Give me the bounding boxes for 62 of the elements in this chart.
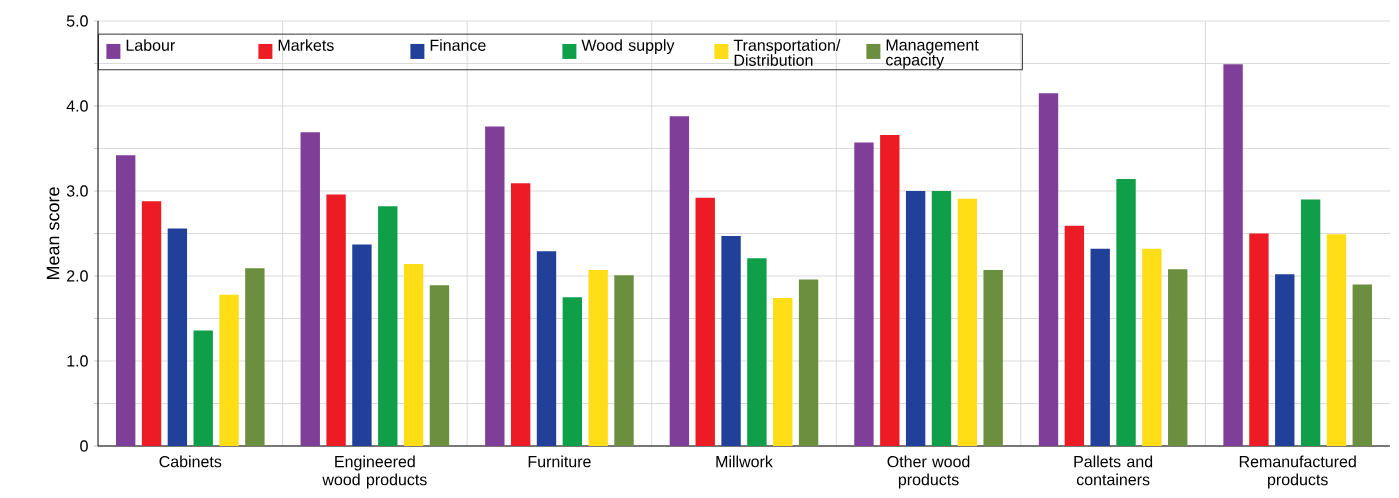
y-tick-label: 3.0 xyxy=(66,185,88,197)
bar xyxy=(193,330,213,446)
x-tick-label: Other wood products xyxy=(887,455,970,489)
bar xyxy=(326,194,346,446)
bar xyxy=(1038,93,1059,446)
y-axis-title: Mean score xyxy=(46,187,60,280)
bar xyxy=(352,244,372,446)
legend-label: Transportation/ Distribution xyxy=(733,39,841,66)
bar xyxy=(378,206,398,446)
y-tick-label: 4.0 xyxy=(66,100,88,112)
bar xyxy=(1064,225,1085,446)
bar xyxy=(167,228,188,446)
y-tick-label: 1.0 xyxy=(67,355,88,367)
bar xyxy=(141,201,162,446)
bar xyxy=(931,191,952,446)
legend-label: Finance xyxy=(430,39,486,51)
bar xyxy=(957,198,977,446)
bar xyxy=(798,279,819,446)
bar xyxy=(721,236,741,446)
bar xyxy=(1168,269,1188,446)
bar xyxy=(1223,64,1243,446)
bar xyxy=(983,270,1003,446)
legend-label: Labour xyxy=(126,39,175,51)
bar xyxy=(403,264,424,446)
bar xyxy=(669,116,690,446)
bar xyxy=(1249,233,1269,446)
legend-label: Management capacity xyxy=(886,39,979,69)
bar xyxy=(854,142,874,446)
bar xyxy=(1116,179,1136,446)
bar xyxy=(747,258,767,446)
bar xyxy=(695,197,715,446)
bar xyxy=(588,270,608,446)
y-tick-label: 2.0 xyxy=(67,270,88,282)
bar xyxy=(429,285,450,446)
legend-label: Wood supply xyxy=(581,39,675,55)
bar xyxy=(219,294,239,446)
y-tick-label: 5.0 xyxy=(66,15,88,27)
bar xyxy=(1090,248,1110,446)
bar xyxy=(116,155,136,446)
bar xyxy=(773,298,793,446)
bar xyxy=(880,134,900,446)
y-tick-label: 0 xyxy=(80,440,88,452)
bar xyxy=(614,275,634,446)
bar xyxy=(1352,284,1372,446)
bar xyxy=(300,132,320,446)
x-tick-label: Remanufactured products xyxy=(1239,455,1356,489)
x-tick-label: Cabinets xyxy=(159,455,222,468)
bar xyxy=(510,183,531,446)
bar xyxy=(905,191,926,446)
x-tick-label: Millwork xyxy=(716,455,773,468)
bar xyxy=(245,268,265,446)
x-tick-label: Pallets and containers xyxy=(1074,455,1153,486)
bar xyxy=(1142,248,1162,446)
bar xyxy=(1300,199,1321,446)
bar xyxy=(536,251,557,446)
bar xyxy=(485,126,505,446)
bar xyxy=(1275,274,1295,446)
x-tick-label: Engineered wood products xyxy=(322,455,427,489)
legend-label: Markets xyxy=(278,39,334,51)
bar xyxy=(562,297,583,446)
x-tick-label: Furniture xyxy=(528,455,591,468)
bar xyxy=(1326,234,1347,446)
